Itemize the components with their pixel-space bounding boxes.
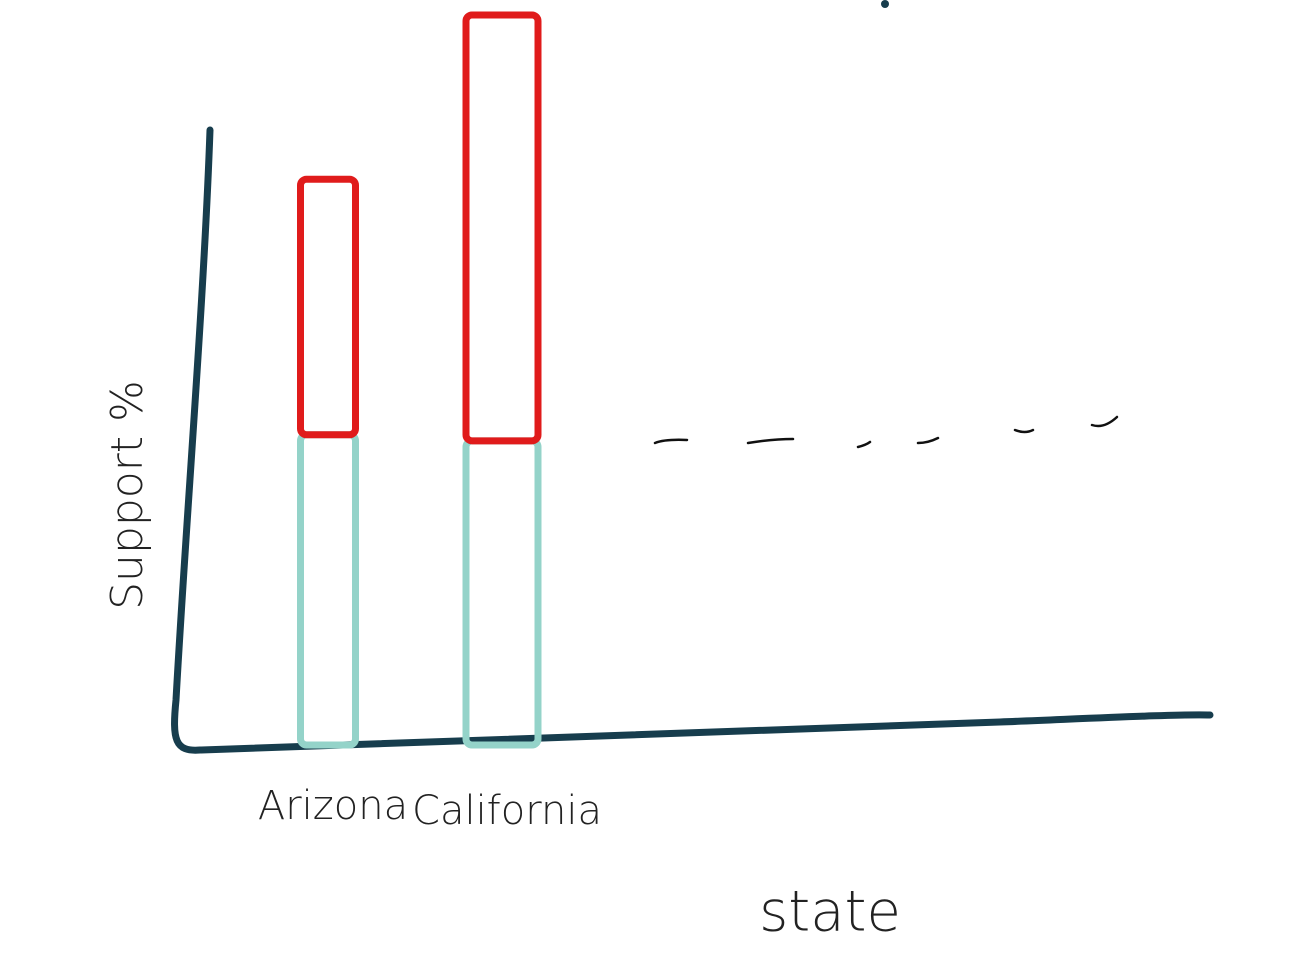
bar-segment xyxy=(297,431,359,749)
continuation-dashes xyxy=(653,415,1119,449)
x-tick-label: Arizona xyxy=(258,783,408,829)
bar-segment xyxy=(297,175,359,439)
stray-dot xyxy=(881,0,889,8)
axes xyxy=(171,126,1214,754)
bar-segment xyxy=(462,11,542,445)
x-axis-label: state xyxy=(759,879,901,944)
bar-segment xyxy=(462,437,542,749)
x-tick-label: California xyxy=(412,788,602,834)
y-axis-label: Support % xyxy=(102,380,153,610)
